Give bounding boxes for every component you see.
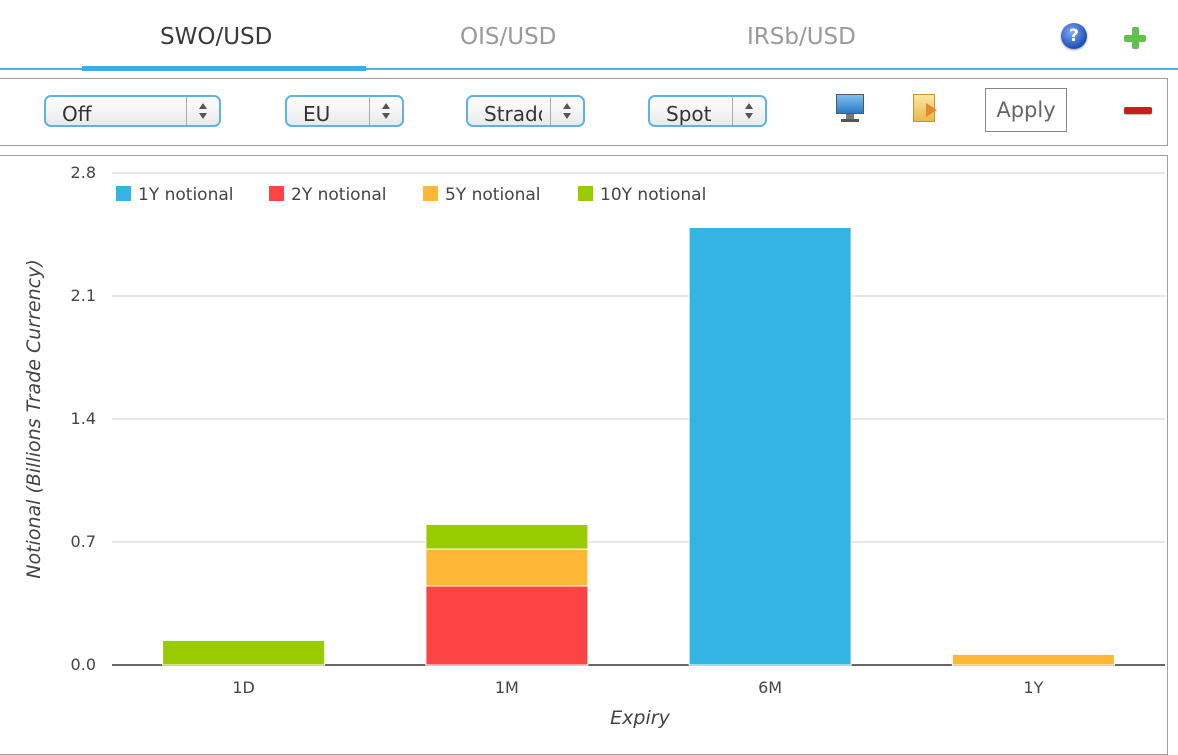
bar-segment [426, 586, 588, 665]
monitor-icon[interactable] [836, 94, 864, 124]
filter-select-4[interactable]: Spot [648, 95, 767, 127]
legend-swatch [423, 186, 438, 201]
apply-button[interactable]: Apply [985, 88, 1067, 132]
stacked-bar-chart: 0.0 0.7 1.4 2.1 2.8 1D 1M 6M 1Y 1Y notional 2Y not… [0, 156, 1168, 736]
bar-segment [426, 524, 588, 549]
legend-swatch [269, 186, 284, 201]
x-tick-label: 1D [232, 678, 255, 697]
filter-select-1[interactable]: Off [44, 95, 221, 127]
filter-select-3[interactable]: Stradd [466, 95, 585, 127]
select-value: EU [303, 102, 330, 126]
tab-bar: SWO/USD OIS/USD IRSb/USD ? [0, 0, 1178, 70]
tab-irsb-usd[interactable]: IRSb/USD [747, 24, 856, 50]
chart-panel: 0.0 0.7 1.4 2.1 2.8 1D 1M 6M 1Y 1Y notional 2Y not… [0, 155, 1168, 755]
y-tick-label: 1.4 [71, 409, 96, 428]
note-export-icon[interactable] [913, 94, 939, 124]
tab-ois-usd[interactable]: OIS/USD [460, 24, 556, 50]
bar-segment [426, 549, 588, 586]
legend-label: 2Y notional [291, 185, 386, 205]
y-tick-label: 2.1 [71, 286, 96, 305]
filter-select-2[interactable]: EU [285, 95, 404, 127]
x-tick-label: 1M [495, 678, 519, 697]
select-value: Off [62, 102, 92, 126]
updown-arrows-icon [186, 97, 219, 125]
active-tab-indicator [82, 66, 366, 71]
bar-segment [163, 640, 325, 665]
tab-swo-usd[interactable]: SWO/USD [160, 24, 272, 50]
legend-label: 10Y notional [600, 185, 706, 205]
filter-toolbar: Off EU Stradd Spot Apply [0, 78, 1168, 146]
updown-arrows-icon [732, 97, 765, 125]
select-value: Stradd [484, 102, 542, 126]
x-tick-label: 6M [758, 678, 782, 697]
legend-label: 1Y notional [138, 185, 233, 205]
y-tick-label: 0.7 [71, 532, 96, 551]
plus-icon[interactable] [1122, 25, 1148, 51]
x-axis-title: Expiry [610, 707, 670, 729]
question-circle-icon[interactable]: ? [1061, 23, 1087, 49]
updown-arrows-icon [550, 97, 583, 125]
y-tick-label: 0.0 [71, 655, 96, 674]
legend-swatch [116, 186, 131, 201]
legend-label: 5Y notional [445, 185, 540, 205]
legend-swatch [578, 186, 593, 201]
x-tick-label: 1Y [1023, 678, 1043, 697]
bar-segment [689, 227, 851, 665]
minus-icon[interactable] [1124, 107, 1152, 114]
select-value: Spot [666, 102, 711, 126]
y-tick-label: 2.8 [71, 163, 96, 182]
bar-segment [952, 654, 1114, 665]
updown-arrows-icon [369, 97, 402, 125]
y-axis-title: Notional (Billions Trade Currency) [23, 259, 45, 579]
